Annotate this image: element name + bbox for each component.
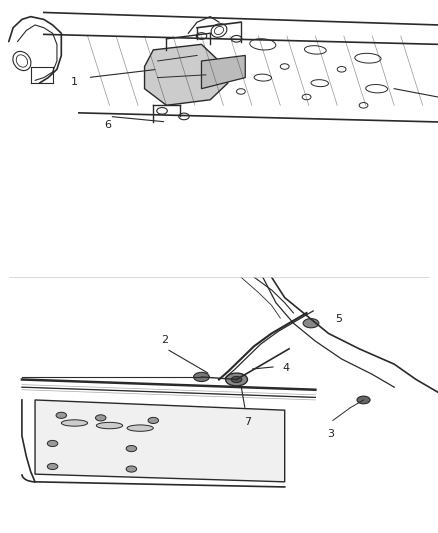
Text: 1: 1 xyxy=(71,77,78,87)
Circle shape xyxy=(47,463,58,470)
Text: 5: 5 xyxy=(335,314,342,325)
Text: 2: 2 xyxy=(161,335,168,345)
Circle shape xyxy=(56,412,67,418)
Circle shape xyxy=(148,417,159,424)
Text: 7: 7 xyxy=(244,417,251,426)
Circle shape xyxy=(95,415,106,421)
Ellipse shape xyxy=(61,420,88,426)
Text: 4: 4 xyxy=(283,363,290,373)
Polygon shape xyxy=(35,400,285,482)
Text: 6: 6 xyxy=(104,120,111,130)
Circle shape xyxy=(126,466,137,472)
Circle shape xyxy=(194,373,209,382)
Circle shape xyxy=(157,108,167,114)
Circle shape xyxy=(357,396,370,404)
Circle shape xyxy=(303,319,319,328)
Polygon shape xyxy=(145,44,228,106)
Circle shape xyxy=(179,113,189,120)
Circle shape xyxy=(226,373,247,386)
Ellipse shape xyxy=(96,422,123,429)
Circle shape xyxy=(231,376,242,383)
Ellipse shape xyxy=(127,425,153,431)
Circle shape xyxy=(126,446,137,451)
Polygon shape xyxy=(201,55,245,88)
Circle shape xyxy=(47,440,58,447)
Text: 3: 3 xyxy=(327,430,334,439)
